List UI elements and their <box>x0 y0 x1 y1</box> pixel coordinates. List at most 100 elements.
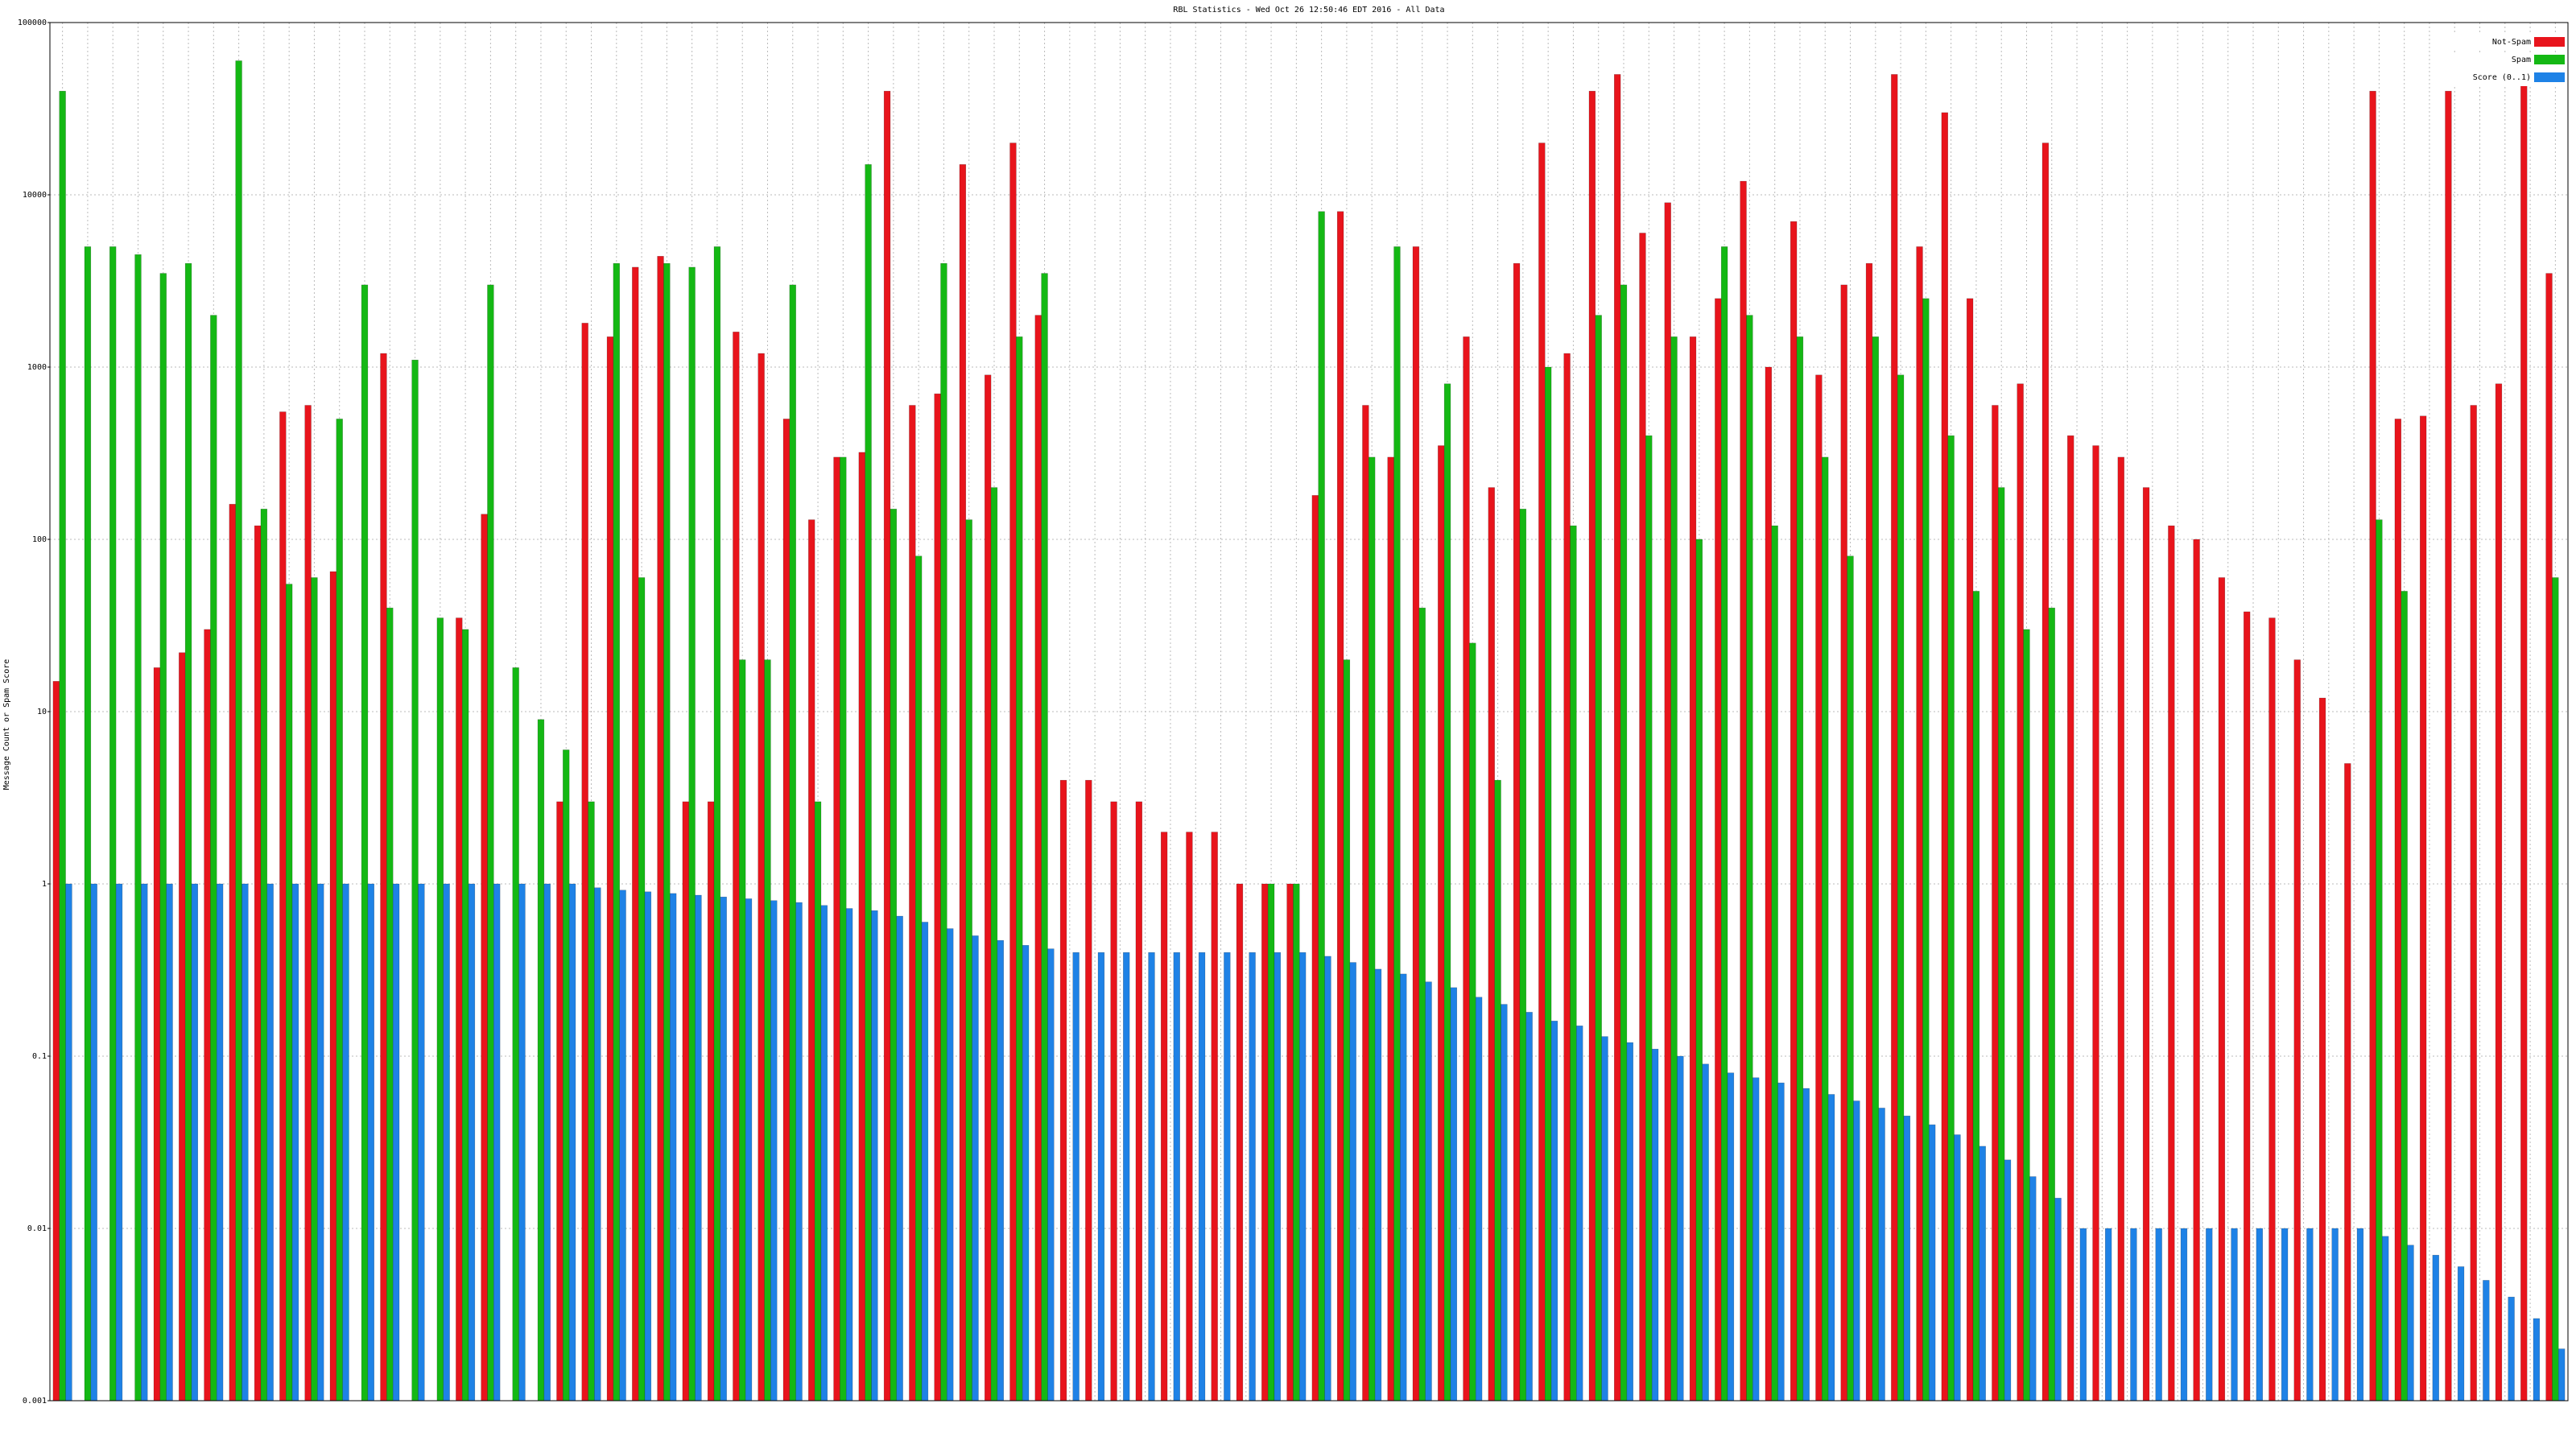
bar <box>1645 435 1653 1402</box>
bar <box>90 883 97 1402</box>
bar <box>1670 336 1678 1402</box>
bar <box>242 883 249 1402</box>
bar <box>814 801 822 1402</box>
bar <box>2376 519 2383 1402</box>
bar <box>644 891 652 1402</box>
bar <box>1519 509 1527 1402</box>
legend-swatch <box>2534 72 2565 82</box>
bar <box>2382 1236 2389 1402</box>
bar <box>638 577 646 1402</box>
bar <box>1897 374 1905 1402</box>
legend-swatch <box>2534 37 2565 47</box>
legend-label: Score (0..1) <box>2473 73 2531 82</box>
bar <box>997 939 1004 1402</box>
bar <box>1827 1094 1835 1402</box>
bar <box>286 584 293 1402</box>
bar <box>1715 298 1722 1402</box>
bar <box>1639 233 1646 1402</box>
bar <box>1022 945 1030 1402</box>
plot-frame <box>49 22 2569 1402</box>
bar <box>179 652 186 1402</box>
bar <box>1588 90 1596 1402</box>
bar <box>1443 383 1451 1402</box>
bar <box>311 577 318 1402</box>
bar <box>1059 779 1067 1402</box>
bar <box>1847 555 1854 1402</box>
bar <box>1720 246 1728 1402</box>
bar <box>663 262 671 1402</box>
bar <box>1727 1072 1735 1402</box>
bar <box>481 514 488 1402</box>
bar <box>915 555 923 1402</box>
bar <box>493 883 501 1402</box>
y-tick-label: 0.1 <box>32 1052 47 1061</box>
bar <box>1224 952 1231 1402</box>
bar <box>2401 591 2408 1402</box>
bar <box>782 419 791 1402</box>
bar <box>670 893 677 1402</box>
bar <box>2256 1228 2263 1402</box>
bar <box>2331 1228 2339 1402</box>
bar <box>2092 445 2099 1402</box>
bar <box>2483 1280 2490 1402</box>
bar <box>758 353 765 1402</box>
bar <box>613 262 620 1402</box>
bar <box>141 883 148 1402</box>
bar <box>537 719 545 1402</box>
bar <box>1853 1100 1860 1402</box>
bar <box>2344 763 2351 1402</box>
bar <box>411 359 419 1402</box>
bar <box>965 519 972 1402</box>
bar <box>1802 1088 1810 1402</box>
bar <box>2318 697 2326 1402</box>
y-tick-label: 100 <box>32 535 47 544</box>
bar <box>336 419 343 1402</box>
bar <box>2029 1176 2037 1402</box>
bar <box>1525 1012 1533 1402</box>
bar <box>1072 952 1080 1402</box>
bar <box>940 262 947 1402</box>
bar <box>1513 262 1521 1402</box>
bar <box>1777 1082 1785 1402</box>
bar <box>707 801 715 1402</box>
bar <box>657 256 664 1402</box>
bar <box>739 659 746 1402</box>
bar <box>890 509 898 1402</box>
bar <box>2520 74 2528 1402</box>
bar <box>2470 405 2477 1402</box>
bar <box>266 883 274 1402</box>
bar <box>1286 883 1294 1402</box>
bar <box>2017 383 2024 1402</box>
bar <box>1998 487 2005 1402</box>
bar <box>1475 997 1483 1402</box>
bar <box>1412 246 1420 1402</box>
bar <box>1450 987 1458 1402</box>
bar <box>921 922 929 1402</box>
bar <box>216 883 224 1402</box>
bar <box>1695 539 1703 1402</box>
bar <box>1438 445 1445 1402</box>
bar <box>1576 1026 1583 1402</box>
bar <box>1249 952 1256 1402</box>
bar <box>2281 1228 2289 1402</box>
bar <box>2533 1318 2541 1402</box>
bar <box>342 883 349 1402</box>
bar <box>2142 487 2150 1402</box>
bar <box>1494 779 1501 1402</box>
bar <box>1261 883 1269 1402</box>
bar <box>764 659 771 1402</box>
bar <box>392 883 400 1402</box>
bar <box>1840 284 1847 1402</box>
bar <box>1626 1042 1633 1402</box>
bar <box>947 928 954 1402</box>
bar <box>2306 1228 2314 1402</box>
bar <box>2067 435 2074 1402</box>
legend-label: Not-Spam <box>2492 38 2531 47</box>
bar <box>619 890 626 1402</box>
bar <box>1929 1124 1936 1402</box>
bar <box>2180 1228 2188 1402</box>
bar <box>1368 456 1376 1402</box>
bar <box>1702 1063 1709 1402</box>
bar <box>2218 577 2226 1402</box>
